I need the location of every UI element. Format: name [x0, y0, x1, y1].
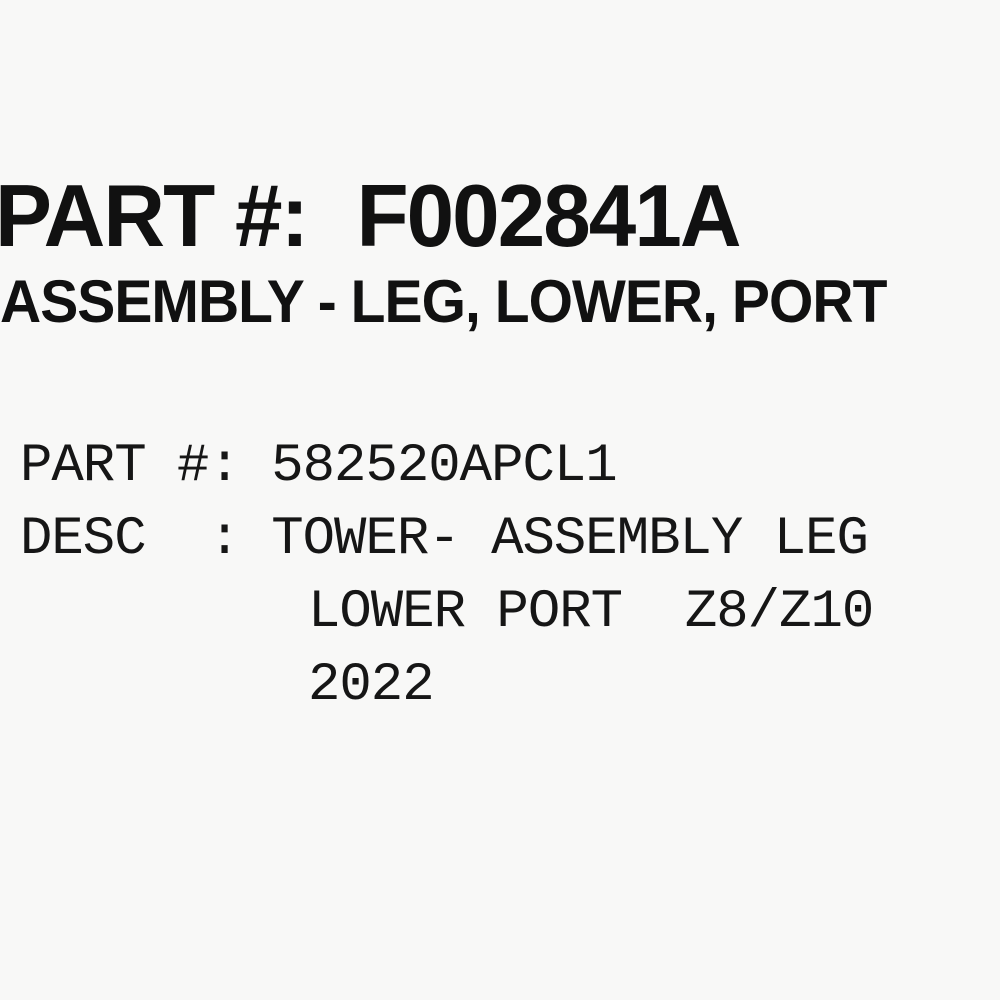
secondary-part-row: PART #: 582520APCL1 [20, 431, 1000, 504]
secondary-desc-label: DESC : [20, 504, 240, 577]
part-label-card: PART #: F002841A ASSEMBLY - LEG, LOWER, … [0, 0, 1000, 1000]
secondary-desc-line1: TOWER- ASSEMBLY LEG [271, 504, 868, 577]
secondary-desc-line3: 2022 [308, 650, 1000, 723]
secondary-part-label: PART #: [20, 431, 240, 504]
primary-part-label: PART #: [0, 166, 307, 265]
primary-part-line: PART #: F002841A [0, 170, 970, 262]
secondary-desc-row: DESC : TOWER- ASSEMBLY LEG [20, 504, 1000, 577]
secondary-part-value: 582520APCL1 [271, 431, 616, 504]
secondary-block: PART #: 582520APCL1 DESC : TOWER- ASSEMB… [20, 431, 1000, 723]
primary-desc: ASSEMBLY - LEG, LOWER, PORT [0, 267, 950, 336]
secondary-desc-line2: LOWER PORT Z8/Z10 [308, 577, 1000, 650]
primary-part-value: F002841A [356, 166, 739, 265]
